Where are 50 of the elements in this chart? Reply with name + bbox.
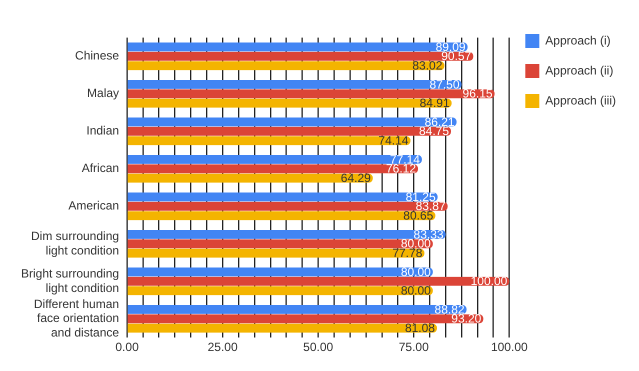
legend-label: Approach (ii) [545,63,614,78]
data-label: 96.15 [462,86,493,101]
bar [128,239,433,248]
y-tick-label: African [82,161,120,176]
x-tick-label: 75.00 [398,340,430,354]
bar [128,155,422,164]
y-tick-label: Indian [86,124,120,138]
data-label: 84.91 [420,96,450,110]
data-label: 83.02 [412,58,443,73]
bar [128,314,484,324]
bar [128,164,418,174]
x-tick-label: 50.00 [303,340,334,354]
x-tick-label: 100.00 [490,340,528,354]
bar [128,126,452,136]
x-tick-label: 0.00 [115,340,140,354]
data-label: 87.50 [429,77,460,92]
y-tick-label: Dim surrounding light condition [31,228,120,258]
bar [128,174,373,183]
bar [128,286,433,296]
legend-label: Approach (iii) [545,93,616,108]
y-tick-label: American [68,198,120,213]
bar [128,230,446,239]
x-tick-label: 25.00 [208,340,238,354]
bar [128,268,433,276]
legend-label: Approach (i) [545,33,611,48]
bar [128,118,457,126]
data-label: 64.29 [340,171,372,186]
y-tick-label: Chinese [75,48,120,63]
bar [128,202,448,211]
y-tick-label: Bright surrounding light condition [20,266,120,295]
bar [128,42,468,52]
bar [128,61,444,70]
bar [128,276,510,286]
data-label: 81.08 [404,321,436,336]
bar [128,248,424,258]
data-label: 80.00 [400,284,432,298]
bar [128,136,410,146]
data-label: 100.00 [470,274,508,288]
bar [128,305,467,314]
bar [128,324,437,333]
bar [128,211,436,220]
data-label: 80.00 [400,264,432,279]
bar [128,98,452,108]
data-label: 74.14 [378,134,409,148]
bar [128,192,438,202]
bar [128,80,462,89]
bar [128,89,495,98]
y-tick-label: Malay [87,86,120,100]
bar [128,52,474,61]
y-tick-label: Different human face orientation and distance [34,296,120,340]
